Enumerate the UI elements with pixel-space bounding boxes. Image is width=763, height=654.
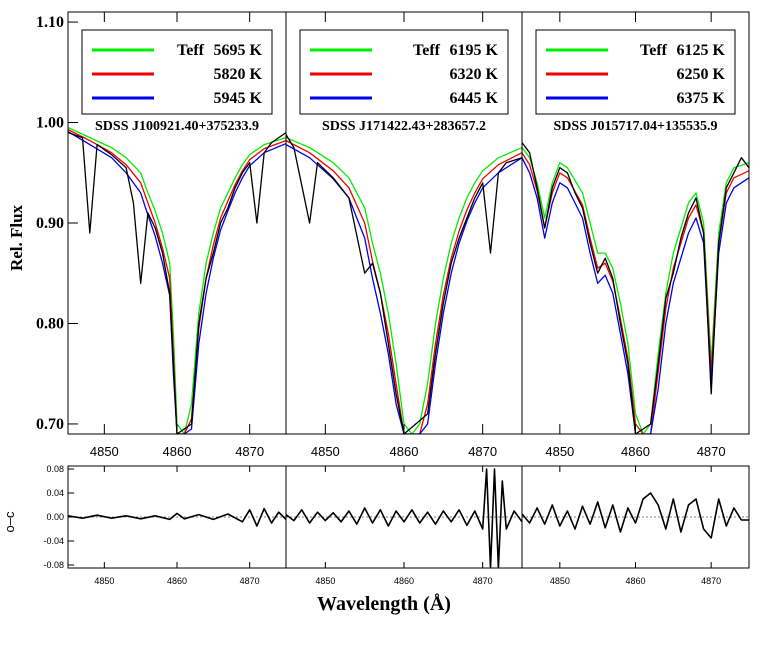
x-tick-label: 4870 — [701, 576, 721, 586]
legend-header: Teff — [640, 42, 668, 59]
x-tick-label: 4860 — [163, 444, 192, 459]
series-group — [522, 492, 749, 539]
legend-header: Teff — [413, 42, 441, 59]
panel-top-middle: 4850 4860 4870 SDSS J171422.43+283657.2 6195… — [285, 11, 523, 459]
series-line-6195-K — [286, 137, 522, 434]
x-tick-label: 4850 — [311, 444, 340, 459]
legend-entry: 6320 K — [450, 66, 499, 83]
series-group — [286, 468, 522, 568]
legend-entry: 6375 K — [677, 90, 726, 107]
y-tick-label: -0.04 — [43, 536, 64, 546]
legend-box — [299, 29, 509, 115]
legend: 6195 K Teff 6320 K 6445 K — [299, 29, 509, 115]
panel-title: SDSS J015717.04+135535.9 — [554, 119, 718, 134]
y-axis-label-residual: o–c — [2, 511, 17, 532]
x-tick-label: 4860 — [167, 576, 187, 586]
legend-box — [535, 29, 736, 115]
panel-bottom-middle: 4850 4860 4870 — [285, 465, 523, 586]
legend-header: Teff — [177, 42, 205, 59]
series-group — [286, 134, 522, 434]
panel-bottom-left: 4850 4860 4870 0.08 0.04 0.00 -0.04 -0.08 — [43, 464, 287, 586]
x-tick-label: 4870 — [468, 444, 497, 459]
panel-top-left: 4850 4860 4870 0.70 0.80 0.90 1.00 1.10 SDSS J10… — [36, 11, 287, 459]
legend-entry: 6125 K — [677, 42, 726, 59]
x-axis-label: Wavelength (Å) — [317, 592, 451, 615]
series-line-5695-K — [68, 126, 286, 434]
series-line-observed — [522, 142, 749, 434]
x-tick-label: 4850 — [545, 444, 574, 459]
series-group — [68, 126, 286, 434]
series-line-residual — [522, 492, 749, 539]
y-tick-label: 0.08 — [46, 464, 64, 474]
x-tick-label: 4850 — [94, 576, 114, 586]
panel-title: SDSS J100921.40+375233.9 — [95, 119, 259, 134]
y-tick-label: 1.10 — [36, 14, 64, 31]
series-group — [522, 142, 749, 434]
x-tick-label: 4850 — [315, 576, 335, 586]
series-line-residual — [286, 468, 522, 568]
legend: 5695 K Teff 5820 K 5945 K — [81, 29, 273, 115]
x-tick-label: 4870 — [240, 576, 260, 586]
y-tick-label: 0.04 — [46, 488, 64, 498]
series-line-observed — [68, 131, 286, 434]
y-axis-label-flux: Rel. Flux — [7, 204, 26, 271]
y-tick-label: 1.00 — [36, 115, 64, 132]
series-group — [68, 507, 286, 527]
x-tick-label: 4860 — [625, 576, 645, 586]
series-line-5945-K — [68, 131, 286, 434]
x-tick-label: 4860 — [390, 444, 419, 459]
series-line-6445-K — [286, 144, 522, 434]
y-tick-label: 0.00 — [46, 512, 64, 522]
x-tick-label: 4870 — [235, 444, 264, 459]
y-tick-label: -0.08 — [43, 560, 64, 570]
series-line-6125-K — [522, 147, 749, 434]
x-tick-label: 4860 — [394, 576, 414, 586]
legend-entry: 5695 K — [214, 42, 263, 59]
x-tick-label: 4870 — [697, 444, 726, 459]
y-tick-label: 0.70 — [36, 416, 64, 433]
series-line-residual — [68, 507, 286, 527]
legend-entry: 5945 K — [214, 90, 263, 107]
x-tick-label: 4850 — [550, 576, 570, 586]
y-tick-label: 0.90 — [36, 215, 64, 232]
y-tick-label: 0.80 — [36, 315, 64, 332]
panel-title: SDSS J171422.43+283657.2 — [322, 119, 486, 134]
legend: 6125 K Teff 6250 K 6375 K — [535, 29, 736, 115]
series-line-6320-K — [286, 140, 522, 434]
x-tick-label: 4860 — [621, 444, 650, 459]
x-tick-label: 4850 — [90, 444, 119, 459]
series-line-observed — [286, 134, 522, 434]
legend-entry: 6250 K — [677, 66, 726, 83]
panel-top-right: 4850 4860 4870 SDSS J015717.04+135535.9 6125… — [521, 11, 750, 459]
x-tick-label: 4870 — [473, 576, 493, 586]
series-line-5820-K — [68, 129, 286, 434]
legend-box — [81, 29, 273, 115]
legend-entry: 5820 K — [214, 66, 263, 83]
legend-entry: 6195 K — [450, 42, 499, 59]
panel-bottom-right: 4850 4860 4870 — [521, 465, 750, 586]
legend-entry: 6445 K — [450, 90, 499, 107]
